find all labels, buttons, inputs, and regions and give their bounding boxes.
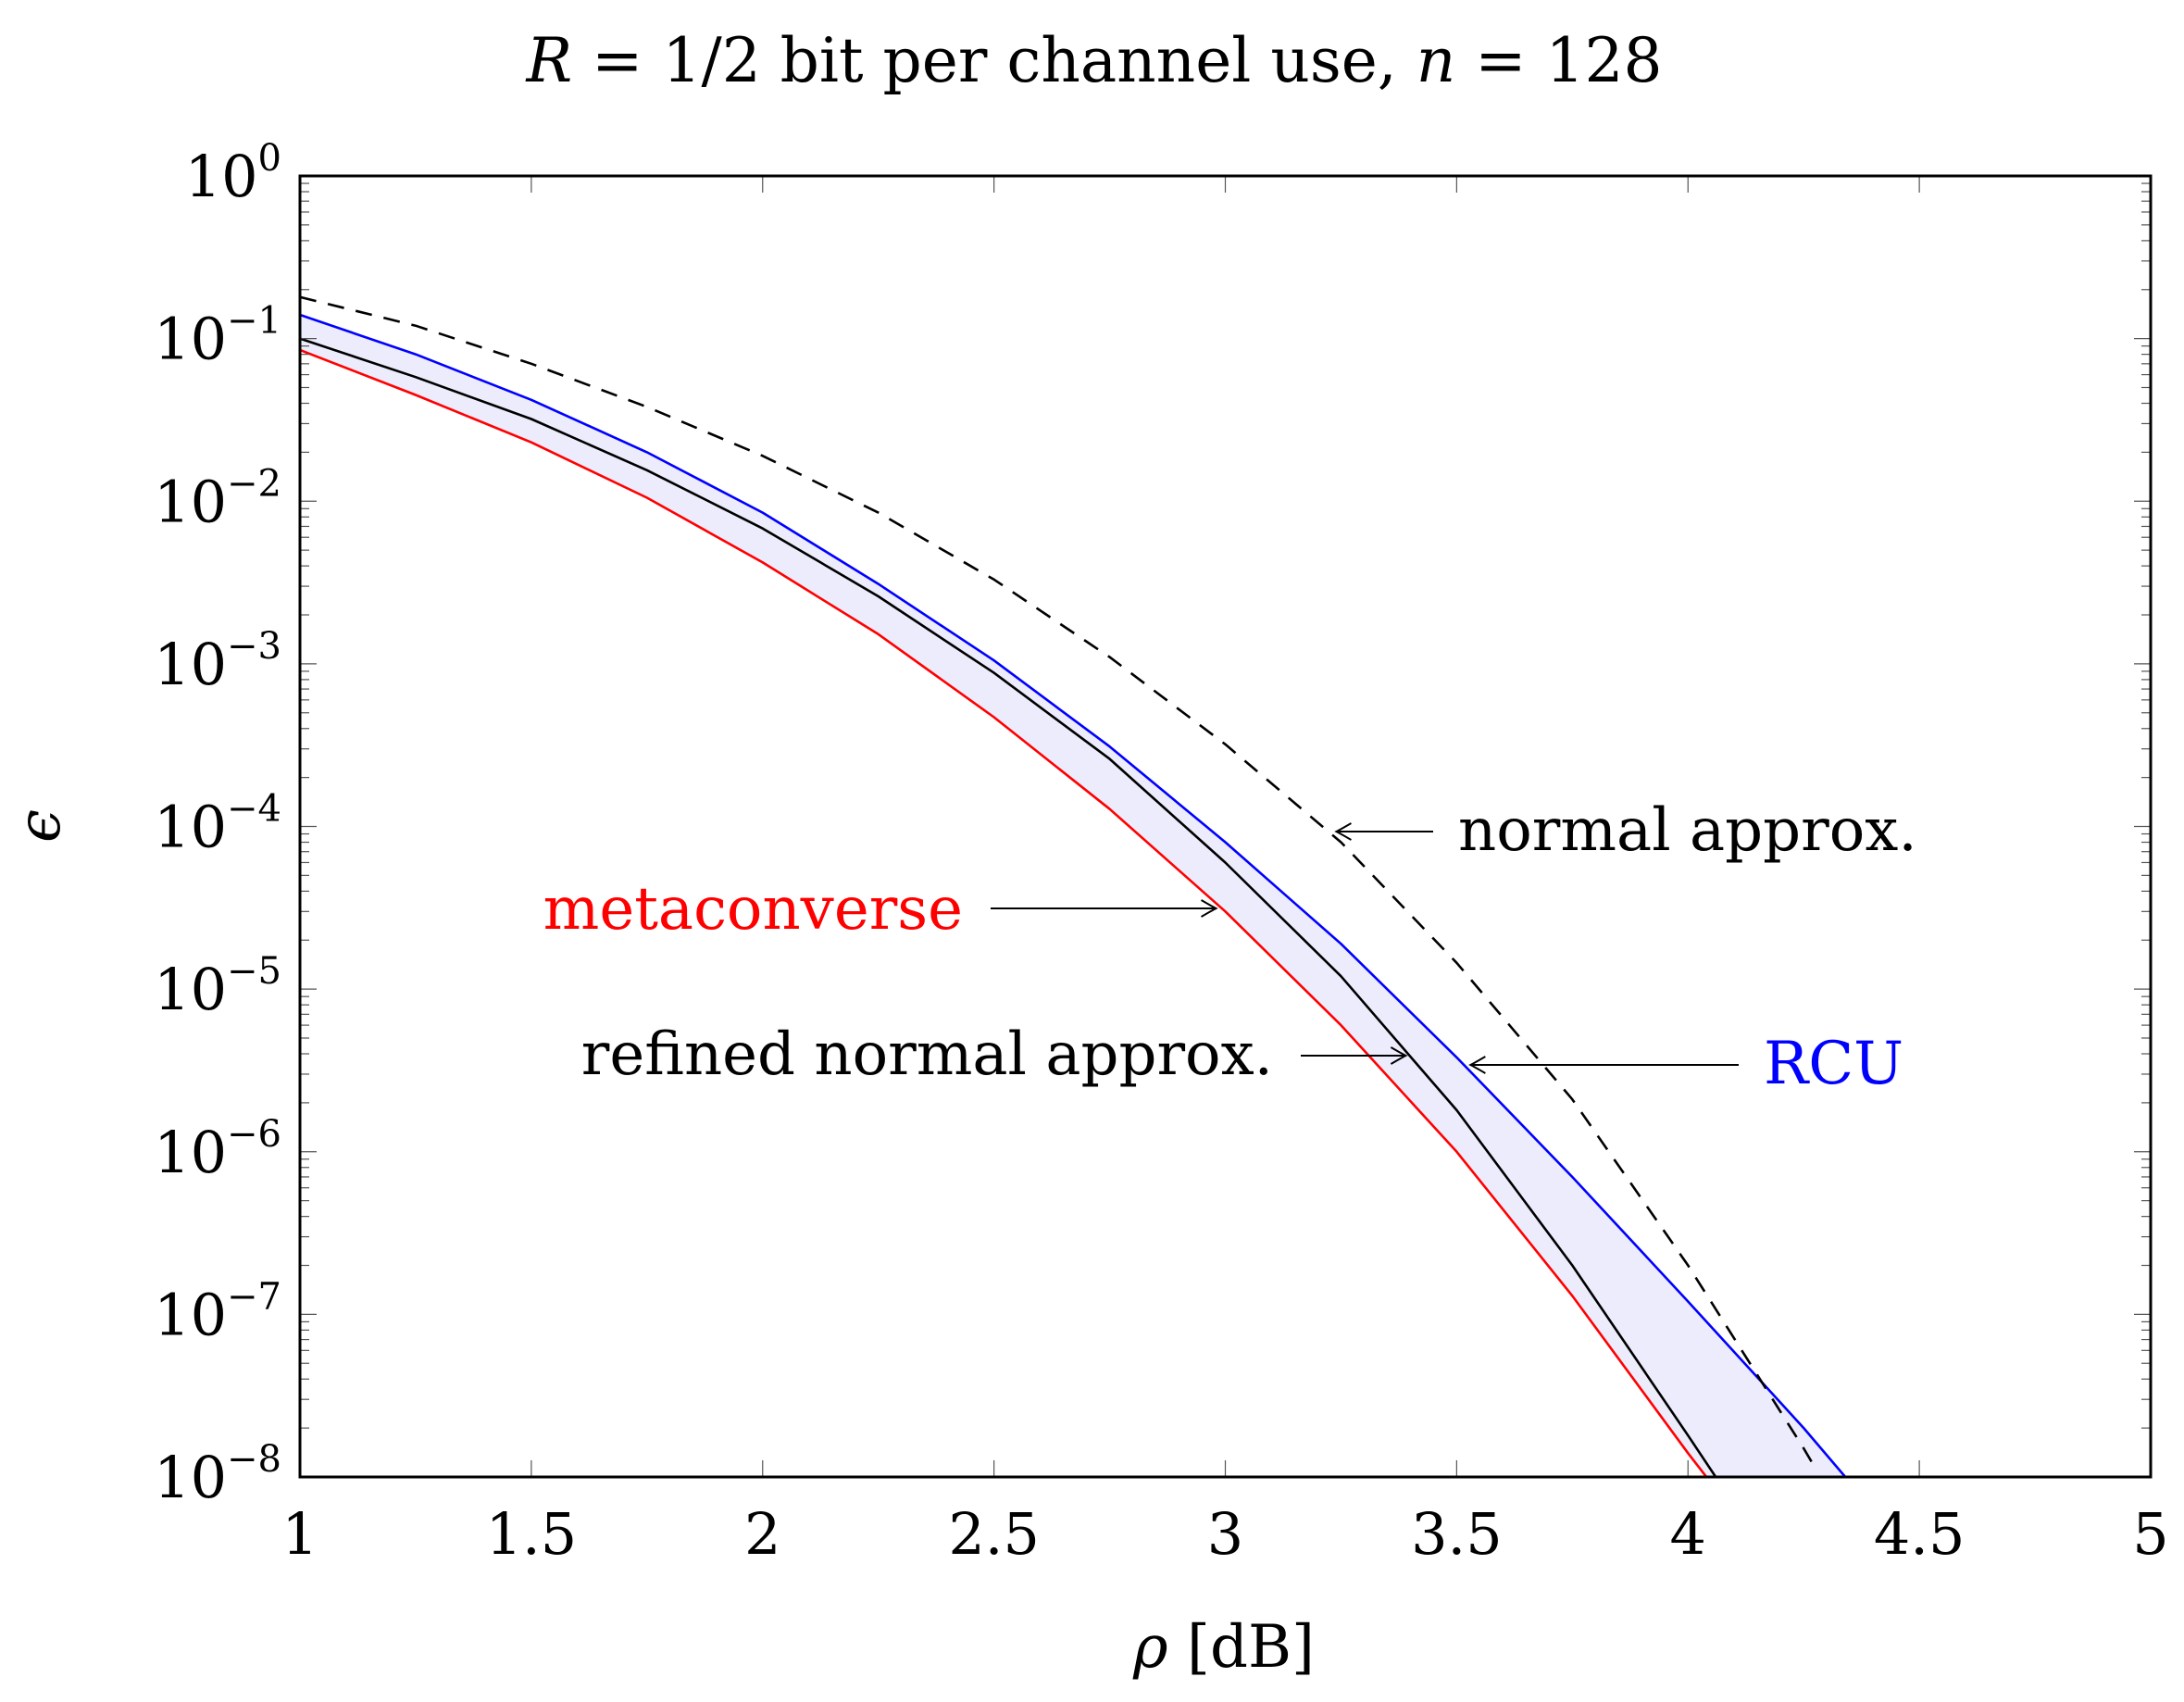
x-tick-label: 1.5: [486, 1500, 578, 1568]
y-tick-label: 10−4: [154, 788, 281, 861]
plot-frame: [298, 174, 2153, 1479]
y-tick-exponent: −1: [227, 300, 281, 343]
y-tick-base: 10: [154, 306, 227, 373]
y-tick-base: 10: [154, 468, 227, 535]
x-tick-label: 3.5: [1411, 1500, 1503, 1568]
y-tick-exponent: −3: [227, 625, 281, 668]
y-tick-exponent: −5: [227, 950, 281, 993]
annotation-arrow-head: [1468, 1056, 1486, 1074]
y-tick-label: 10−6: [154, 1113, 281, 1186]
x-tick-label: 2: [744, 1500, 780, 1568]
x-tick-label: 3: [1207, 1500, 1243, 1568]
y-tick-label: 10−2: [154, 462, 281, 535]
x-tick-label: 4: [1670, 1500, 1706, 1568]
y-tick-base: 10: [185, 143, 258, 210]
x-tick-label: 5: [2132, 1500, 2168, 1568]
annotation-arrow-head: [1201, 899, 1218, 918]
x-tick-label: 1: [281, 1500, 318, 1568]
y-tick-base: 10: [154, 956, 227, 1023]
x-tick-label: 4.5: [1874, 1500, 1966, 1568]
y-tick-exponent: −7: [227, 1275, 281, 1318]
series-line-metaconverse: [300, 348, 1708, 1477]
series-line-normal-approx: [300, 295, 1815, 1465]
y-tick-base: 10: [154, 1444, 227, 1511]
y-tick-label: 10−5: [154, 950, 281, 1023]
annotation-label-metaconverse: metaconverse: [543, 875, 963, 944]
chart-title: R = 1/2 bit per channel use, n = 128: [526, 25, 1663, 96]
x-tick-label: 2.5: [948, 1500, 1040, 1568]
annotation-arrow-head: [1390, 1046, 1408, 1065]
plot-area: [300, 295, 1847, 1477]
y-tick-label: 10−8: [154, 1438, 281, 1511]
y-tick-base: 10: [154, 794, 227, 861]
y-tick-base: 10: [154, 1119, 227, 1186]
annotations: normal approx. metaconverse refined normal…: [543, 796, 1917, 1098]
annotation-arrow-head: [1334, 822, 1352, 841]
x-axis-symbol: ρ: [1132, 1613, 1168, 1682]
annotation-label-refined-normal-approx: refined normal approx.: [581, 1020, 1273, 1089]
x-axis-unit: [dB]: [1187, 1613, 1315, 1682]
y-tick-base: 10: [154, 631, 227, 698]
y-tick-exponent: −4: [227, 788, 281, 831]
annotation-label-rcu: RCU: [1764, 1030, 1903, 1098]
y-tick-exponent: −6: [227, 1113, 281, 1156]
series-group: [300, 295, 1847, 1477]
y-tick-label: 10−3: [154, 625, 281, 698]
y-tick-exponent: 0: [258, 137, 281, 180]
annotation-label-normal-approx: normal approx.: [1458, 796, 1917, 865]
title-middle: = 1/2 bit per channel use,: [572, 25, 1416, 96]
y-tick-label: 100: [185, 137, 281, 210]
title-var-r: R: [526, 25, 573, 96]
series-line-refined-normal-approx: [300, 337, 1717, 1477]
y-tick-label: 10−1: [154, 300, 281, 373]
title-var-n: n: [1416, 25, 1456, 96]
x-axis-label: ρ [dB]: [1132, 1613, 1315, 1682]
bounds-region-fill: [300, 315, 1846, 1477]
y-axis-label: ϵ: [6, 809, 74, 843]
series-line-rcu: [300, 313, 1847, 1477]
y-tick-base: 10: [154, 1281, 227, 1348]
x-tick-labels: 1 1.5 2 2.5 3 3.5 4 4.5 5: [281, 1500, 2168, 1568]
y-tick-exponent: −2: [227, 462, 281, 505]
x-axis-space: [1168, 1613, 1187, 1682]
y-tick-exponent: −8: [227, 1438, 281, 1481]
y-tick-label: 10−7: [154, 1275, 281, 1348]
title-suffix: = 128: [1455, 25, 1662, 96]
